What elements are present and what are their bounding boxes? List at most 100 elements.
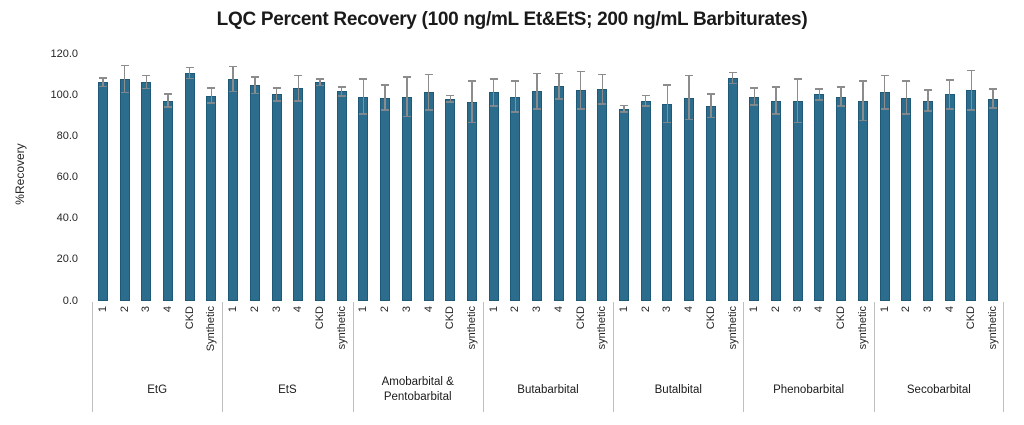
error-bar-cap-bottom xyxy=(294,100,303,102)
category-label: 1 xyxy=(96,306,109,313)
category-label: 1 xyxy=(487,306,500,313)
error-bar-cap-top xyxy=(272,87,281,89)
error-bar-whisker xyxy=(666,85,669,123)
error-bar-cap-bottom xyxy=(793,121,802,124)
category-label: 4 xyxy=(162,306,174,313)
error-bar-whisker xyxy=(102,78,104,87)
error-bar-cap-top xyxy=(489,78,498,80)
category-label: synthetic xyxy=(726,306,739,350)
error-bar-cap-top xyxy=(793,78,802,80)
category-label: 2 xyxy=(770,306,782,313)
y-tick-label: 0.0 xyxy=(62,294,78,307)
error-bar-whisker xyxy=(688,75,690,120)
bar xyxy=(488,92,499,301)
bar xyxy=(532,91,543,301)
category-label: 3 xyxy=(400,306,413,313)
error-bar-whisker xyxy=(167,94,169,107)
error-bar-whisker xyxy=(232,66,234,92)
category-label: 3 xyxy=(140,306,153,313)
error-bar-whisker xyxy=(623,105,625,112)
bar xyxy=(163,100,173,301)
error-bar-cap-top xyxy=(294,74,303,77)
group-label: Butalbital xyxy=(654,383,702,396)
category-label: CKD xyxy=(183,306,196,330)
bar xyxy=(119,79,130,301)
error-bar-cap-bottom xyxy=(164,106,172,108)
category-label: 2 xyxy=(509,306,522,313)
error-bar-cap-top xyxy=(446,94,455,96)
error-bar-cap-top xyxy=(837,86,846,88)
error-bar-whisker xyxy=(319,79,321,86)
category-label: 4 xyxy=(422,306,435,313)
error-bar-cap-top xyxy=(98,77,107,79)
error-bar-cap-top xyxy=(533,72,542,75)
category-label: 4 xyxy=(943,306,956,313)
category-label: synthetic xyxy=(596,306,609,350)
bar xyxy=(358,96,369,301)
bar xyxy=(684,97,695,301)
error-bar-whisker xyxy=(710,94,712,118)
error-bar-cap-bottom xyxy=(858,119,867,122)
category-label: 2 xyxy=(118,306,131,313)
error-bar-cap-top xyxy=(120,64,129,67)
category-label: 2 xyxy=(248,306,261,313)
category-group xyxy=(743,302,873,412)
error-bar-whisker xyxy=(362,79,365,114)
error-bar-cap-top xyxy=(511,80,520,82)
group-label: EtG xyxy=(147,383,168,396)
error-bar-whisker xyxy=(254,77,256,94)
error-bar-cap-bottom xyxy=(316,84,324,87)
error-bar-whisker xyxy=(970,70,973,110)
category-label: 1 xyxy=(748,306,761,313)
error-bar-cap-bottom xyxy=(815,99,824,101)
bar xyxy=(901,97,912,301)
y-tick-label: 120.0 xyxy=(50,47,78,60)
error-bar-whisker xyxy=(297,75,300,101)
category-label: 3 xyxy=(270,306,283,313)
error-bar-whisker xyxy=(796,79,799,123)
bar xyxy=(206,95,217,301)
error-bar-whisker xyxy=(731,72,734,84)
error-bar-whisker xyxy=(818,89,821,100)
category-group xyxy=(482,302,613,412)
error-bar-cap-bottom xyxy=(772,113,780,115)
error-bar-whisker xyxy=(188,67,191,79)
error-bar-cap-bottom xyxy=(424,109,433,111)
error-bar-cap-top xyxy=(685,74,694,77)
error-bar-cap-top xyxy=(337,86,346,88)
error-bar-cap-top xyxy=(424,73,433,76)
error-bar-cap-top xyxy=(598,73,607,76)
error-bar-whisker xyxy=(145,75,148,89)
category-label: CKD xyxy=(704,306,717,330)
bar xyxy=(662,103,673,301)
category-label: Synthetic xyxy=(205,306,218,352)
category-label: 4 xyxy=(292,306,305,313)
error-bar-cap-top xyxy=(902,80,911,82)
error-bar-whisker xyxy=(558,73,560,99)
bar xyxy=(553,86,564,301)
category-label: 2 xyxy=(379,306,392,313)
category-label: 1 xyxy=(227,306,240,313)
bar xyxy=(705,105,716,301)
error-bar-cap-bottom xyxy=(533,108,542,110)
error-bar-whisker xyxy=(406,77,408,117)
category-label: 4 xyxy=(552,306,565,313)
error-bar-cap-bottom xyxy=(402,115,411,118)
category-label: 2 xyxy=(639,306,652,313)
y-tick-label: 100.0 xyxy=(50,89,78,101)
bar xyxy=(336,91,347,301)
error-bar-cap-top xyxy=(641,94,650,96)
group-label: Butabarbital xyxy=(517,383,579,396)
error-bar-cap-bottom xyxy=(880,108,889,110)
category-group xyxy=(352,302,483,412)
error-bar-cap-top xyxy=(185,66,194,69)
error-bar-cap-top xyxy=(164,93,172,95)
bar xyxy=(771,100,781,301)
error-bar-cap-bottom xyxy=(381,109,390,111)
error-bar-whisker xyxy=(840,87,842,106)
bar xyxy=(271,94,282,301)
category-label: synthetic xyxy=(466,306,478,350)
error-bar-cap-top xyxy=(750,87,759,89)
error-bar-whisker xyxy=(514,81,517,112)
bar xyxy=(141,82,152,301)
